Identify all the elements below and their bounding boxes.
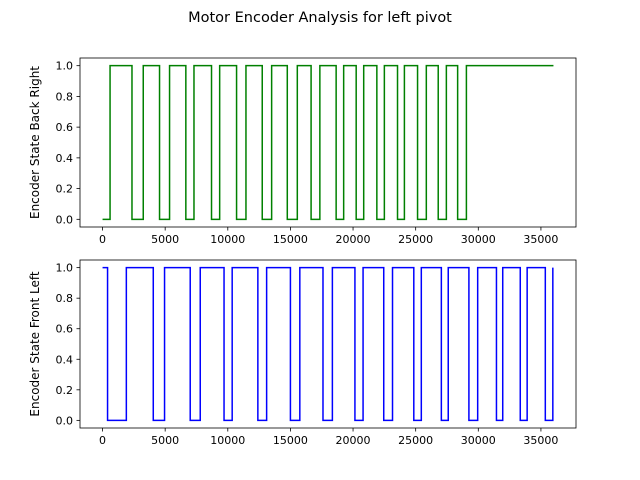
plot-front-left: 0 5000 10000 15000 20000 25000 30000 35000 0.0 0.… xyxy=(28,259,577,447)
x-tick-label: 20000 xyxy=(336,233,371,246)
x-tick-label: 30000 xyxy=(461,233,496,246)
y-tick-label: 0.4 xyxy=(56,353,74,366)
y-tick-label: 1.0 xyxy=(56,262,74,275)
x-tick-label: 15000 xyxy=(273,233,308,246)
x-tick-label: 15000 xyxy=(273,434,308,447)
y-tick-label: 0.8 xyxy=(56,90,74,103)
axes-frame xyxy=(79,259,577,429)
x-tick-label: 0 xyxy=(99,434,106,447)
y-tick-label: 0.8 xyxy=(56,292,74,305)
x-tick-label: 20000 xyxy=(336,434,371,447)
x-tick-label: 25000 xyxy=(398,233,433,246)
y-tick-label: 0.6 xyxy=(56,121,74,134)
x-tick-label: 0 xyxy=(99,233,106,246)
x-tick-label: 35000 xyxy=(523,233,558,246)
y-tick-label: 0.2 xyxy=(56,384,74,397)
y-tick-label: 0.4 xyxy=(56,152,74,165)
y-axis-label-front-left: Encoder State Front Left xyxy=(28,271,42,416)
x-tick-label: 35000 xyxy=(523,434,558,447)
x-tick-label: 25000 xyxy=(398,434,433,447)
x-tick-label: 5000 xyxy=(151,233,179,246)
y-tick-label: 0.6 xyxy=(56,323,74,336)
plot-back-right: 0 5000 10000 15000 20000 25000 30000 35000 0.0 0.… xyxy=(28,57,577,246)
y-tick-label: 0.2 xyxy=(56,183,74,196)
x-tick-label: 10000 xyxy=(210,233,245,246)
y-tick-label: 1.0 xyxy=(56,60,74,73)
x-tick-label: 30000 xyxy=(461,434,496,447)
figure-title: Motor Encoder Analysis for left pivot xyxy=(188,10,452,26)
y-axis-label-back-right: Encoder State Back Right xyxy=(28,66,42,219)
series-line-front-left xyxy=(102,266,554,422)
y-tick-label: 0.0 xyxy=(56,414,74,427)
y-tick-label: 0.0 xyxy=(56,213,74,226)
series-line-back-right xyxy=(102,64,554,221)
x-tick-label: 10000 xyxy=(210,434,245,447)
axes-frame xyxy=(79,57,577,228)
x-tick-label: 5000 xyxy=(151,434,179,447)
